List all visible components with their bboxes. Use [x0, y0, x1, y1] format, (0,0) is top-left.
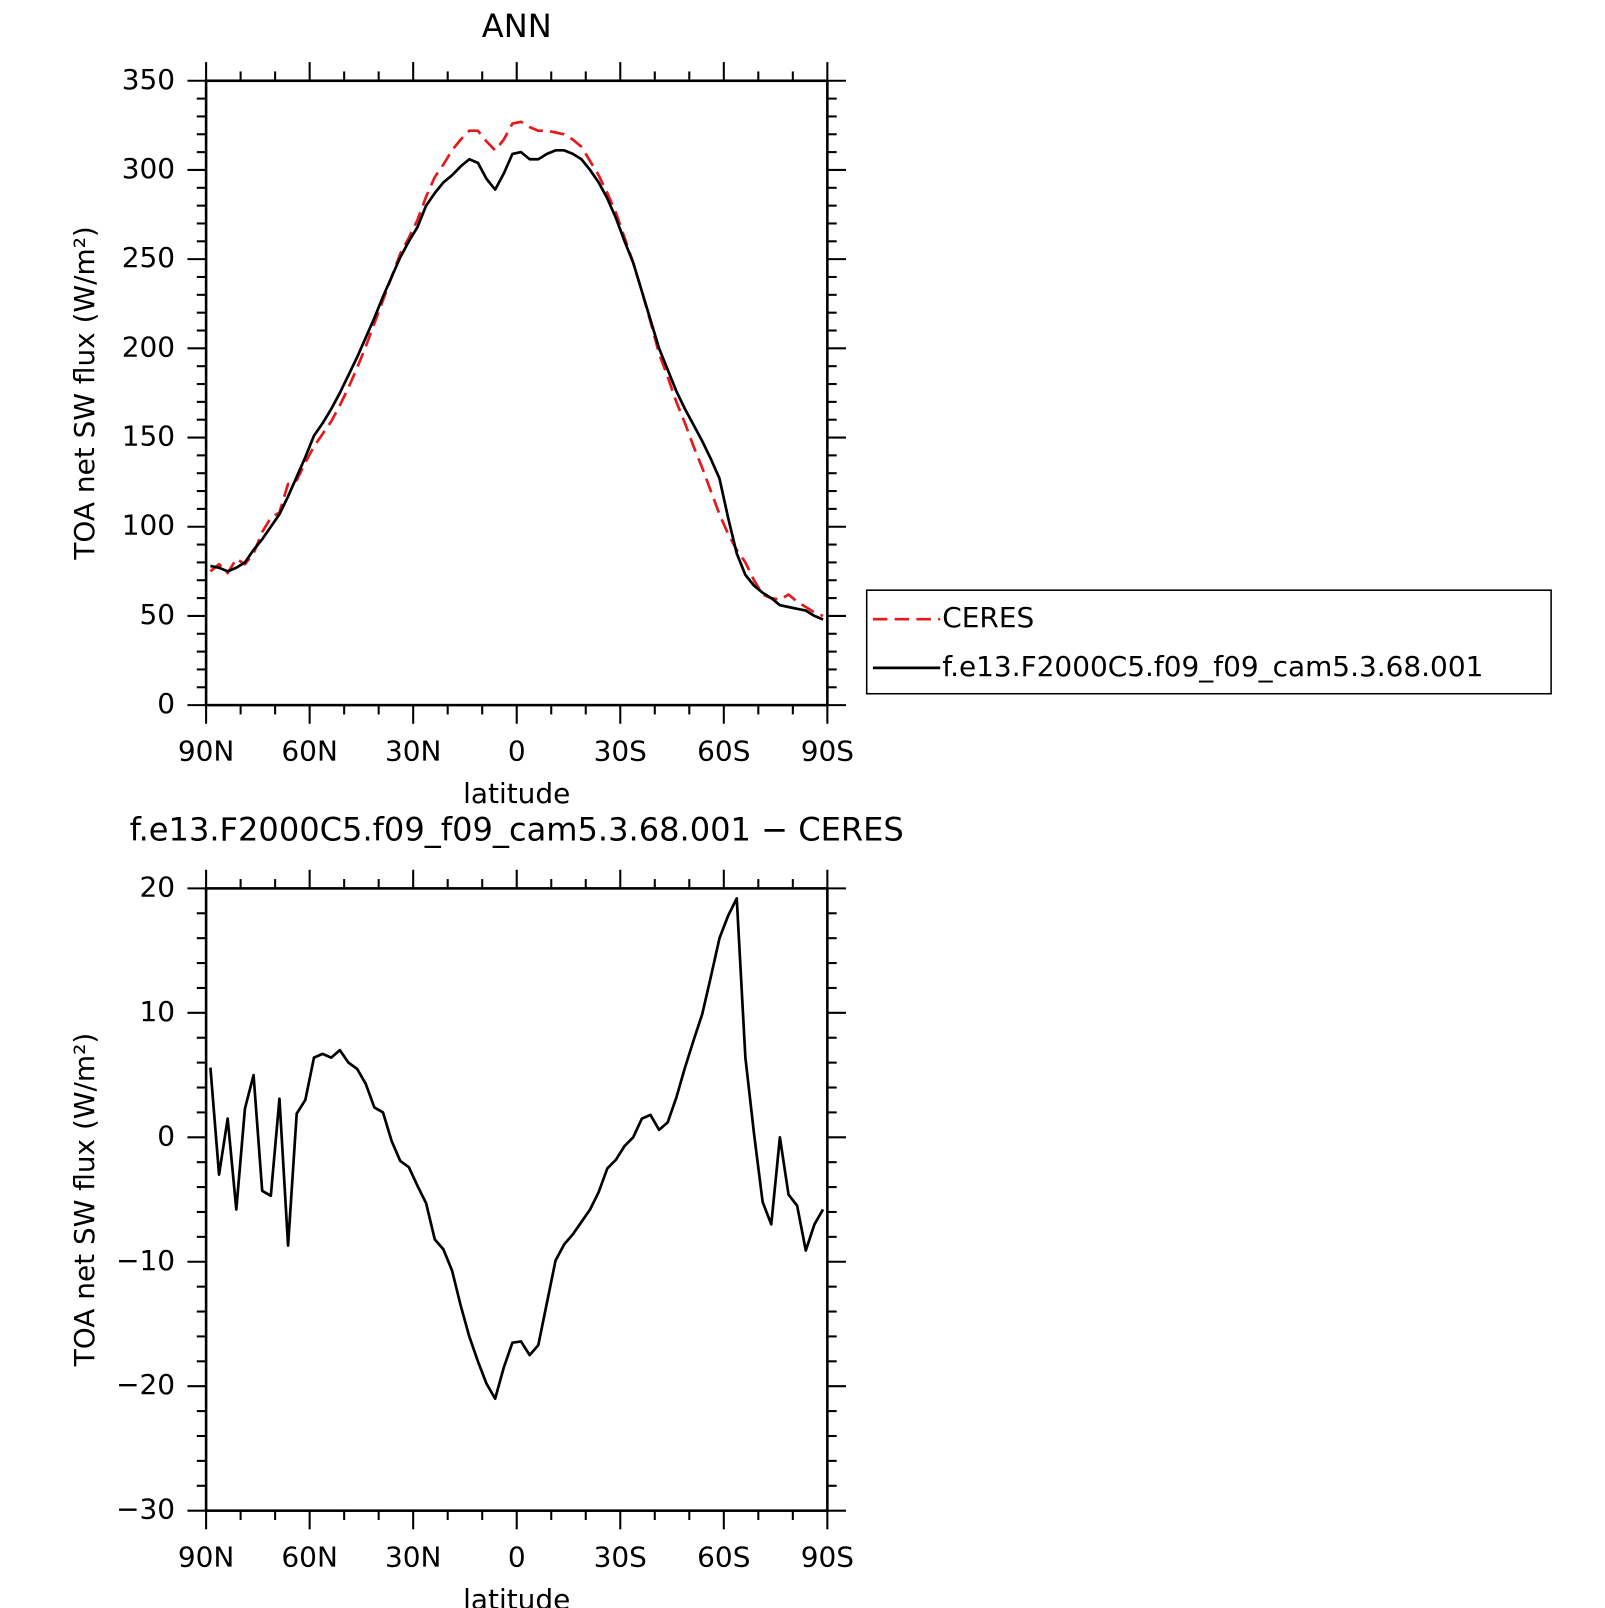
data-line — [210, 148, 824, 621]
x-tick-label: 30S — [594, 735, 647, 768]
x-tick-label: 60S — [697, 735, 750, 768]
y-tick-label: 10 — [139, 995, 175, 1028]
x-tick-label: 30N — [385, 735, 441, 768]
y-tick-label: 200 — [122, 330, 175, 363]
x-tick-label: 30S — [594, 1540, 647, 1573]
y-tick-label: 0 — [157, 687, 175, 720]
y-tick-label: 50 — [139, 598, 175, 631]
y-tick-label: 100 — [122, 509, 175, 542]
chart-title: ANN — [482, 7, 552, 45]
plot-frame — [204, 887, 829, 1512]
y-tick-label: 150 — [122, 420, 175, 453]
y-tick-label: −30 — [116, 1493, 175, 1526]
legend-box — [865, 589, 1552, 695]
y-tick-label: −20 — [116, 1368, 175, 1401]
x-tick-label: 30N — [385, 1540, 441, 1573]
legend-label: CERES — [942, 601, 1034, 634]
y-tick-label: 350 — [122, 63, 175, 96]
x-tick-label: 60N — [281, 735, 337, 768]
y-tick-label: 0 — [157, 1119, 175, 1152]
x-tick-label: 0 — [508, 1540, 526, 1573]
data-line — [209, 120, 824, 618]
x-tick-label: 90N — [178, 1540, 234, 1573]
data-line — [209, 896, 825, 1401]
y-axis-label: TOA net SW flux (W/m²) — [68, 226, 101, 561]
chart-title: f.e13.F2000C5.f09_f09_cam5.3.68.001 − CE… — [130, 810, 904, 848]
y-tick-label: −10 — [116, 1244, 175, 1277]
y-tick-label: 300 — [122, 152, 175, 185]
x-tick-label: 90S — [801, 735, 854, 768]
plot-frame — [204, 79, 829, 707]
x-tick-label: 60N — [281, 1540, 337, 1573]
y-tick-label: 20 — [139, 870, 175, 903]
y-tick-label: 250 — [122, 241, 175, 274]
x-axis-label: latitude — [463, 1583, 570, 1608]
x-tick-label: 90N — [178, 735, 234, 768]
x-tick-label: 60S — [697, 1540, 750, 1573]
y-axis-label: TOA net SW flux (W/m²) — [68, 1033, 101, 1368]
x-tick-label: 90S — [801, 1540, 854, 1573]
legend-label: f.e13.F2000C5.f09_f09_cam5.3.68.001 — [942, 650, 1483, 683]
x-axis-label: latitude — [463, 777, 570, 810]
x-tick-label: 0 — [508, 735, 526, 768]
